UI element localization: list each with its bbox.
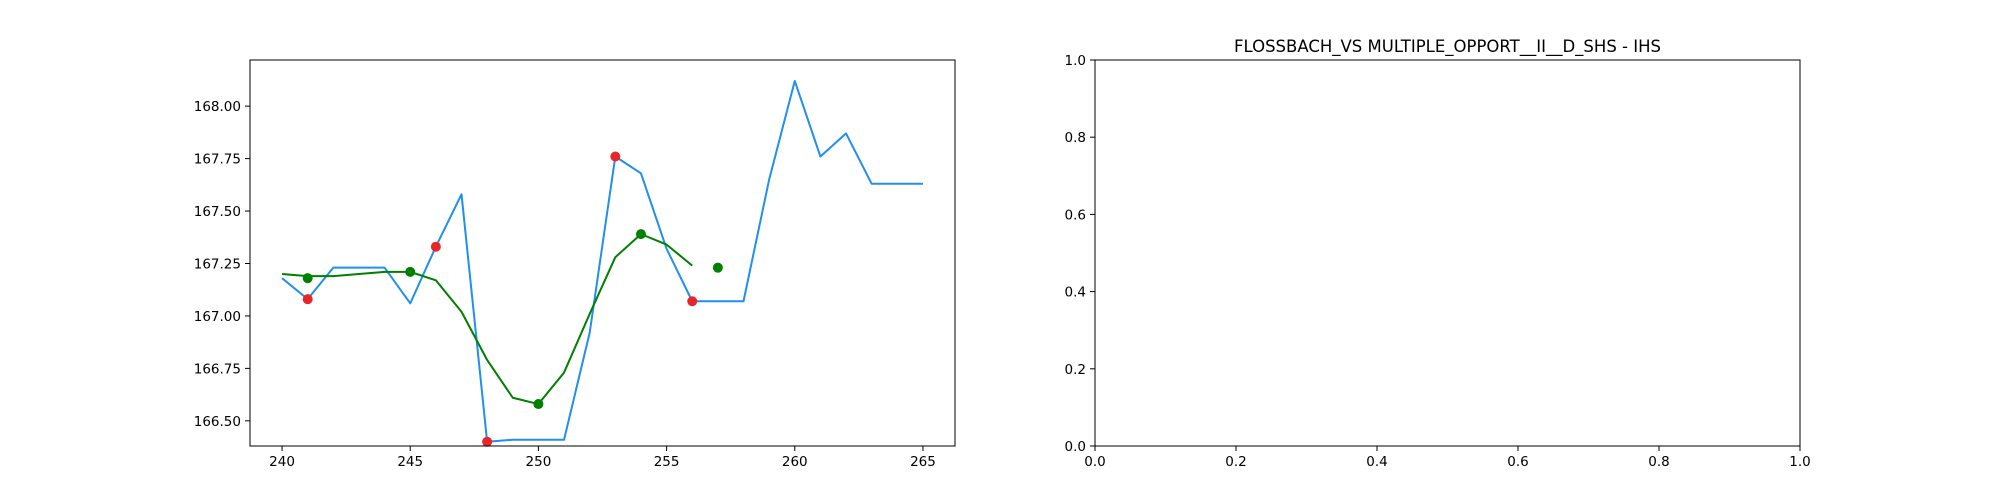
y-tick-label: 167.00 xyxy=(194,309,241,325)
x-tick-label: 245 xyxy=(397,454,423,470)
y-tick-label: 167.25 xyxy=(194,256,241,272)
y-tick-label: 1.0 xyxy=(1065,53,1086,69)
price-chart: 240 245 250 255 260 265 166.50 166.75 167.00 167.… xyxy=(194,59,956,470)
y-tick-label: 167.75 xyxy=(194,152,241,168)
y-tick-label: 168.00 xyxy=(194,99,241,115)
extreme-points-marker xyxy=(610,151,621,162)
price-chart-plot-area xyxy=(250,60,955,446)
smooth-points-marker xyxy=(533,399,544,410)
y-tick-label: 166.75 xyxy=(194,361,241,377)
empty-chart-plot-area xyxy=(1095,60,1800,446)
smooth-line-series xyxy=(281,233,693,406)
price-line-series xyxy=(281,79,923,443)
y-tick-label: 166.50 xyxy=(194,414,241,430)
empty-chart: FLOSSBACH_VS MULTIPLE_OPPORT__II__D_SHS … xyxy=(1065,37,1811,470)
y-tick-label: 0.6 xyxy=(1065,207,1086,223)
price-chart-ticks: 240 245 250 255 260 265 166.50 166.75 167.00 167.… xyxy=(194,99,936,470)
x-tick-label: 0.0 xyxy=(1084,454,1105,470)
extreme-points-marker xyxy=(687,296,698,307)
y-tick-label: 0.4 xyxy=(1065,285,1086,301)
x-tick-label: 0.2 xyxy=(1225,454,1246,470)
x-tick-label: 265 xyxy=(910,454,936,470)
x-tick-label: 255 xyxy=(654,454,680,470)
empty-chart-frame xyxy=(1094,59,1801,447)
y-tick-label: 0.0 xyxy=(1065,439,1086,455)
smooth-points-marker xyxy=(712,262,723,273)
extreme-points-marker xyxy=(430,241,441,252)
extreme-points-marker xyxy=(302,294,313,305)
x-tick-label: 250 xyxy=(526,454,552,470)
empty-chart-title: FLOSSBACH_VS MULTIPLE_OPPORT__II__D_SHS … xyxy=(1234,37,1661,57)
x-tick-label: 1.0 xyxy=(1789,454,1810,470)
y-tick-label: 167.50 xyxy=(194,204,241,220)
x-tick-label: 240 xyxy=(269,454,295,470)
x-tick-label: 0.6 xyxy=(1507,454,1528,470)
x-tick-label: 260 xyxy=(782,454,808,470)
smooth-points-marker xyxy=(635,229,646,240)
smooth-points-marker xyxy=(405,266,416,277)
y-tick-label: 0.8 xyxy=(1065,130,1086,146)
smooth-points-marker xyxy=(302,273,313,284)
extreme-points-marker xyxy=(482,436,493,447)
y-tick-label: 0.2 xyxy=(1065,362,1086,378)
price-chart-marks xyxy=(281,79,923,447)
empty-chart-ticks: 0.0 0.2 0.4 0.6 0.8 1.0 0.0 0.2 0.4 0.6 0.8 1.0 xyxy=(1065,53,1811,470)
x-tick-label: 0.8 xyxy=(1648,454,1669,470)
price-chart-frame xyxy=(249,59,956,447)
x-tick-label: 0.4 xyxy=(1366,454,1387,470)
